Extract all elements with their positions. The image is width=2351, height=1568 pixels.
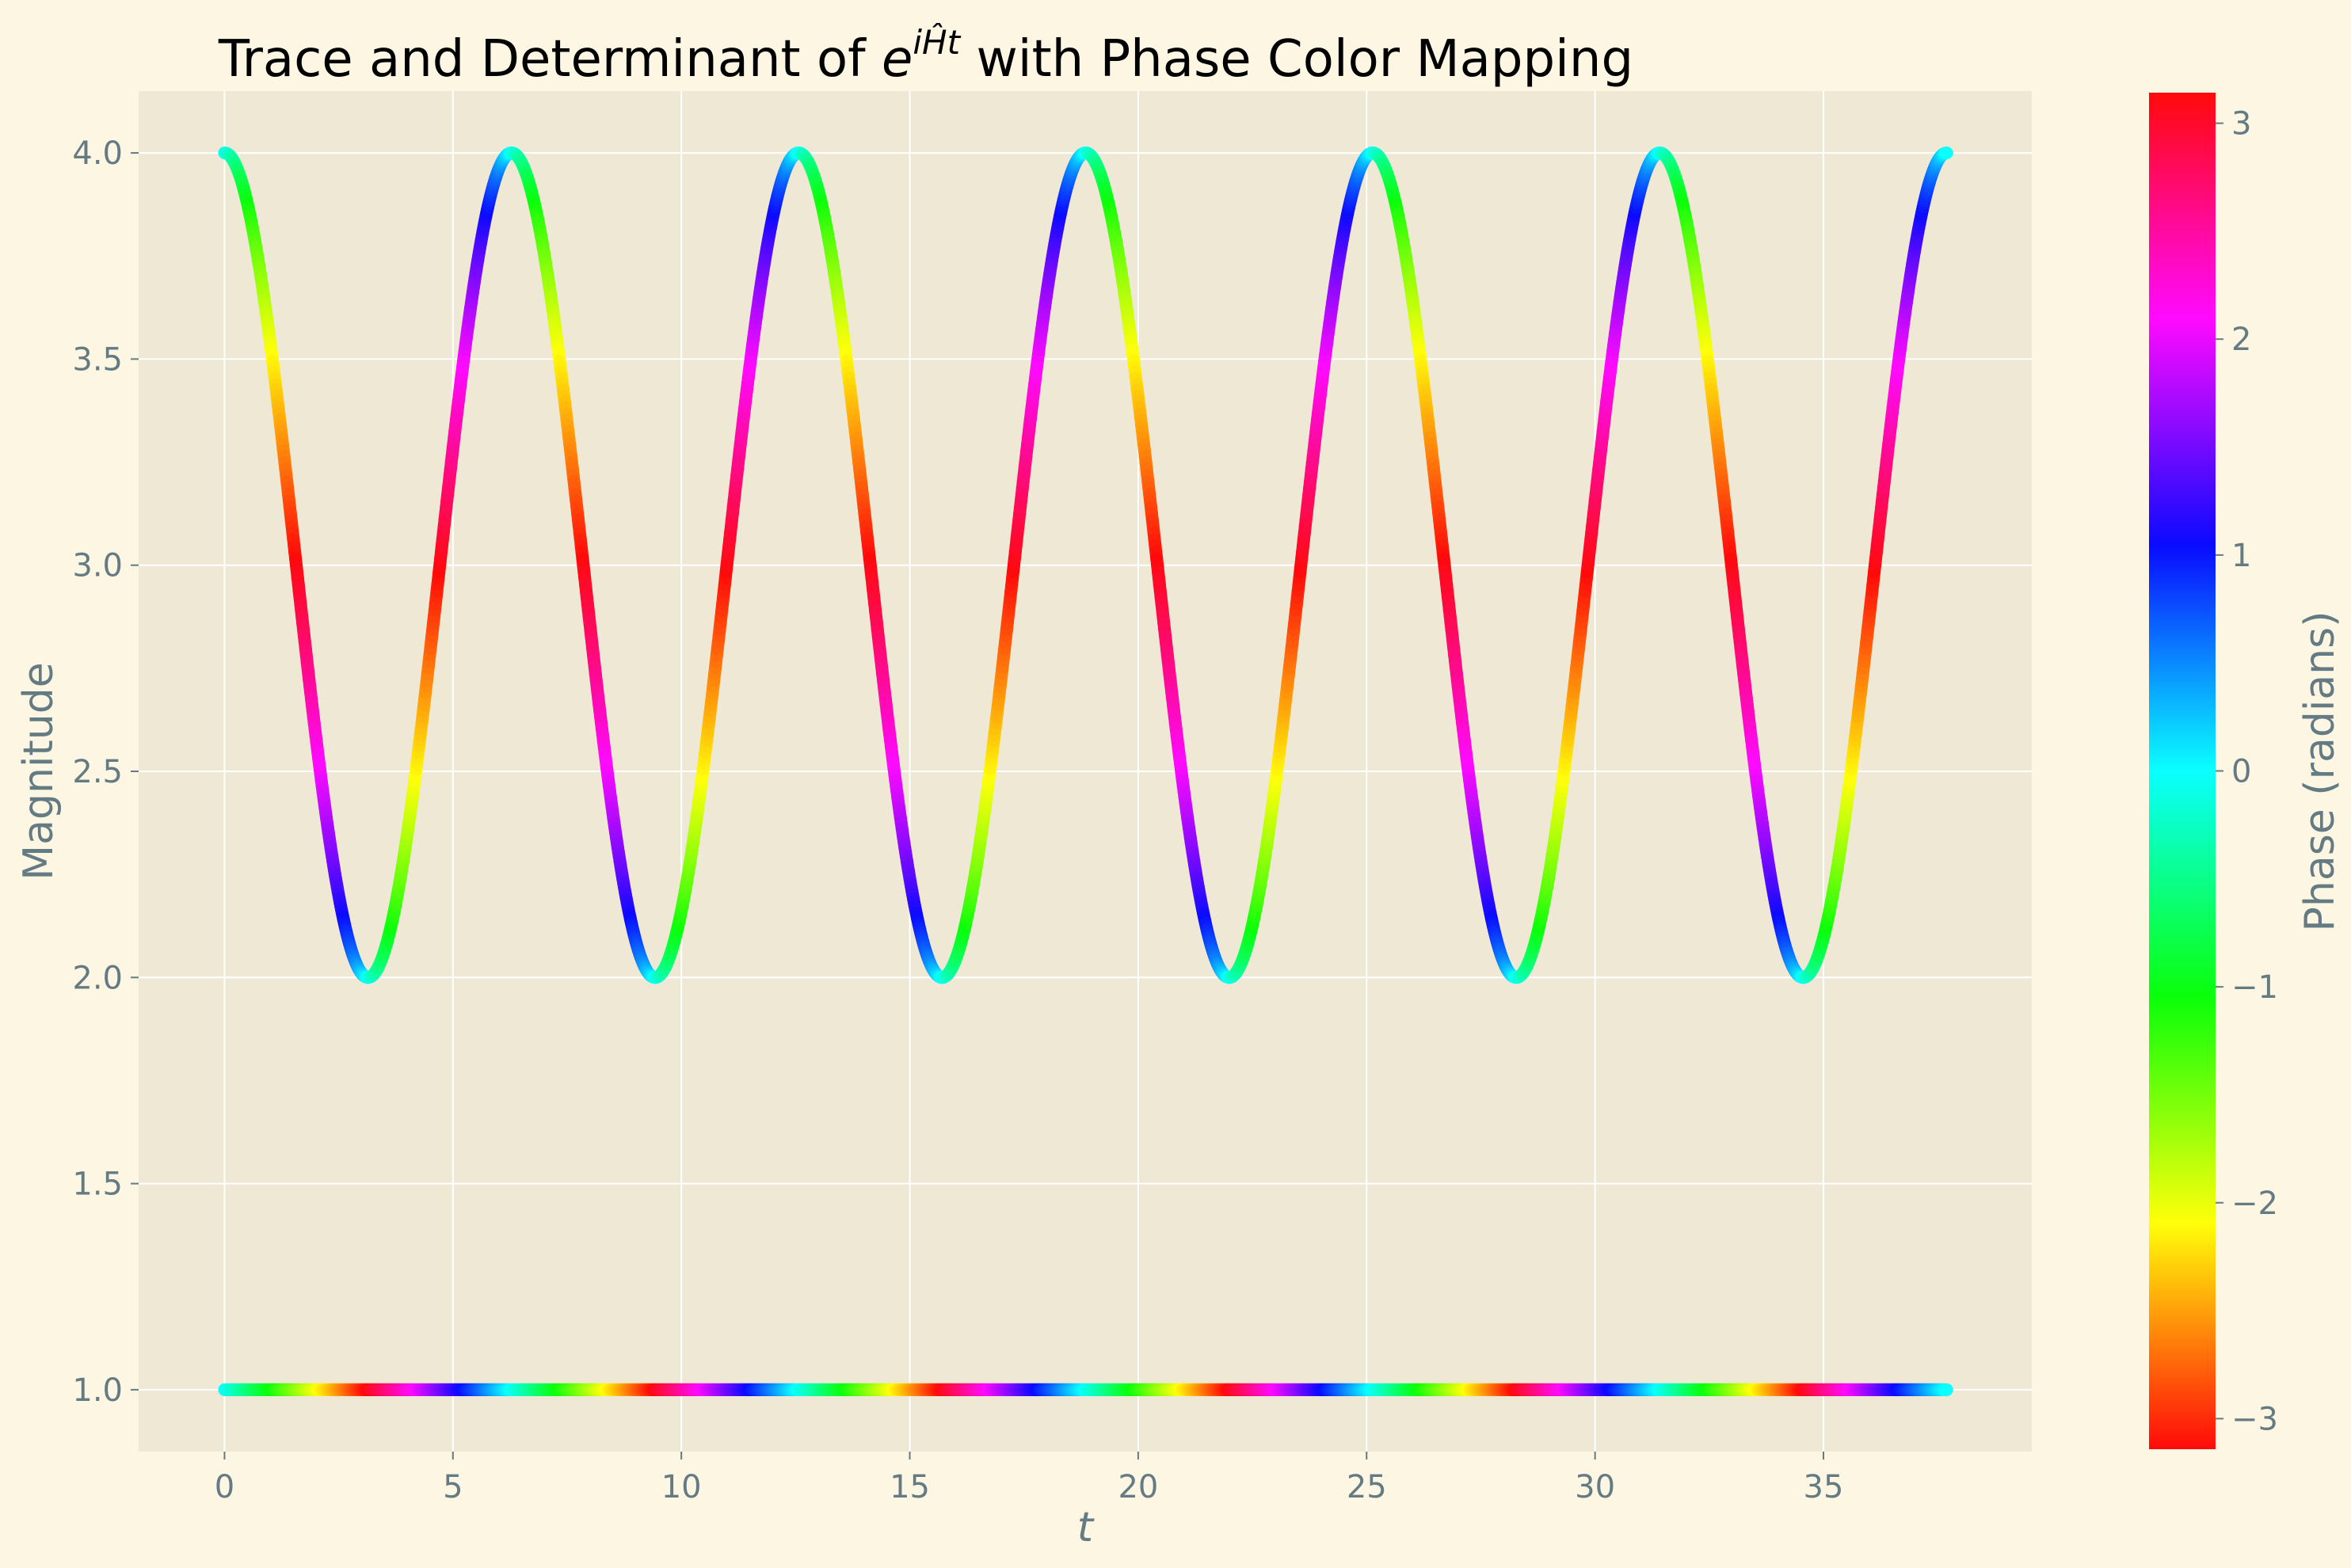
- colorbar-label: Phase (radians): [2296, 611, 2344, 932]
- title-suffix: with Phase Color Mapping: [960, 30, 1633, 89]
- colorbar: [2149, 93, 2216, 1449]
- title-base: e: [882, 30, 913, 89]
- chart-title: Trace and Determinant of eiĤt with Phase…: [218, 22, 1633, 89]
- title-exponent: iĤt: [913, 22, 961, 62]
- x-tick-label: 0: [215, 1469, 234, 1505]
- x-tick-label: 10: [661, 1469, 702, 1505]
- x-tick-label: 5: [443, 1469, 463, 1505]
- colorbar-tick-label: 2: [2231, 322, 2251, 358]
- y-tick-label: 3.0: [72, 548, 123, 584]
- x-tick-label: 20: [1118, 1469, 1158, 1505]
- x-tick-label: 30: [1575, 1469, 1615, 1505]
- colorbar-tick-label: −3: [2231, 1401, 2278, 1437]
- colorbar-tick-label: 1: [2231, 538, 2251, 574]
- x-axis-label: t: [1077, 1504, 1095, 1551]
- y-tick-label: 3.5: [72, 341, 123, 378]
- y-tick-label: 4.0: [72, 135, 123, 172]
- x-tick-label: 25: [1347, 1469, 1387, 1505]
- y-tick-label: 1.5: [72, 1166, 123, 1203]
- colorbar-tick-label: −2: [2231, 1186, 2278, 1222]
- y-axis-label: Magnitude: [15, 662, 63, 881]
- x-tick-label: 15: [890, 1469, 930, 1505]
- trace-curve: [218, 147, 1953, 984]
- y-tick-label: 1.0: [72, 1372, 123, 1409]
- curves: [218, 147, 1953, 1396]
- x-axis-ticks: 0 5 10 15 20 25 30 35: [215, 1452, 1844, 1505]
- colorbar-tick-label: −1: [2231, 969, 2278, 1006]
- y-tick-label: 2.5: [72, 754, 123, 790]
- colorbar-tick-label: 3: [2231, 106, 2251, 143]
- colorbar-tick-label: 0: [2231, 754, 2251, 790]
- x-tick-label: 35: [1804, 1469, 1844, 1505]
- y-tick-label: 2.0: [72, 960, 123, 996]
- y-axis-ticks: 1.0 1.5 2.0 2.5 3.0 3.5 4.0: [72, 135, 139, 1409]
- colorbar-ticks: −3 −2 −1 0 1 2 3: [2216, 106, 2278, 1437]
- title-prefix: Trace and Determinant of: [218, 30, 882, 89]
